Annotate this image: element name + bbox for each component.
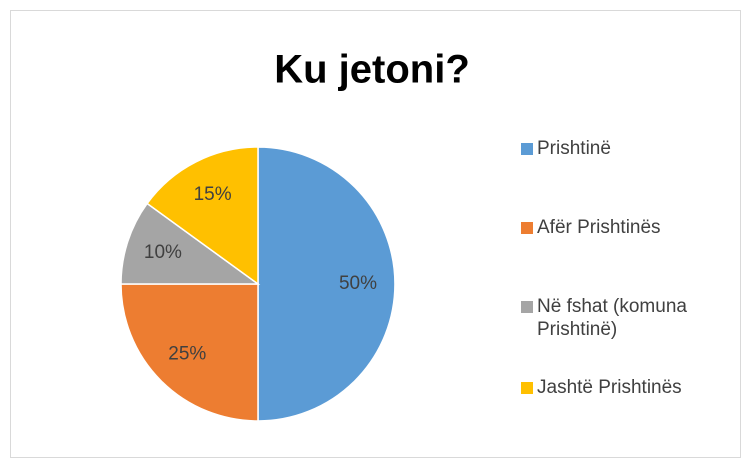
pie-slice [146,146,259,286]
legend-swatch [521,382,533,394]
chart-title: Ku jetoni? [274,48,470,92]
data-label: 25% [168,344,206,365]
data-label: 50% [339,273,377,294]
legend-item: Jashtë Prishtinës [521,376,721,399]
legend-item: Në fshat (komuna Prishtinë) [521,295,721,341]
data-label: 10% [144,242,182,263]
legend-item: Prishtinë [521,137,721,160]
legend-label: Në fshat (komuna Prishtinë) [537,296,687,340]
legend-item: Afër Prishtinës [521,216,721,239]
legend-label: Prishtinë [537,138,611,159]
pie-slice [257,146,396,422]
legend-swatch [521,222,533,234]
data-label: 15% [194,184,232,205]
legend-label: Jashtë Prishtinës [537,377,682,398]
pie-slice [120,283,259,422]
legend-swatch [521,143,533,155]
legend-label: Afër Prishtinës [537,217,661,238]
legend-swatch [521,301,533,313]
pie-slice [120,202,261,285]
